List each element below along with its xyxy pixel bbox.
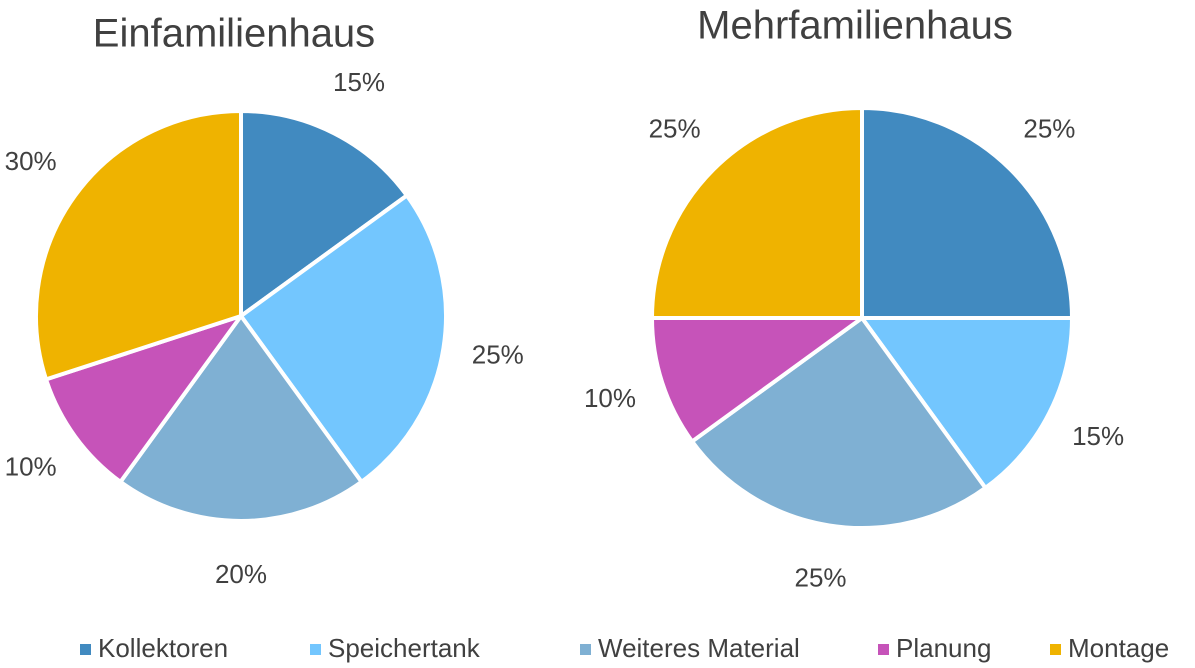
pie-slice [238, 192, 448, 485]
pie-slice [858, 316, 1075, 491]
legend-swatch [80, 644, 91, 655]
data-label: 15% [333, 67, 385, 97]
chart-title: Einfamilienhaus [93, 12, 375, 56]
legend-swatch [878, 644, 889, 655]
data-label: 20% [215, 559, 267, 589]
data-label: 30% [5, 146, 57, 176]
legend-label: Weiteres Material [598, 633, 800, 663]
pie-slice [689, 315, 989, 530]
data-label: 15% [1072, 421, 1124, 451]
data-label: 10% [584, 383, 636, 413]
pie-slice [860, 105, 1075, 320]
pie-slice [117, 312, 365, 523]
pie-slice [649, 316, 869, 445]
pie-slice [649, 105, 864, 320]
legend-label: Montage [1068, 633, 1169, 663]
chart-title: Mehrfamilienhaus [697, 4, 1013, 48]
legend-swatch [310, 644, 321, 655]
data-label: 25% [795, 563, 847, 593]
legend-label: Kollektoren [98, 633, 228, 663]
pie-slice [239, 108, 410, 320]
legend-label: Speichertank [328, 633, 481, 663]
data-label: 25% [472, 340, 524, 370]
pie-slice [43, 312, 247, 485]
data-label: 25% [649, 113, 701, 143]
legend-label: Planung [896, 633, 991, 663]
data-label: 10% [5, 452, 57, 482]
legend-swatch [580, 644, 591, 655]
pie-slice [34, 108, 243, 382]
legend-swatch [1050, 644, 1061, 655]
data-label: 25% [1023, 113, 1075, 143]
